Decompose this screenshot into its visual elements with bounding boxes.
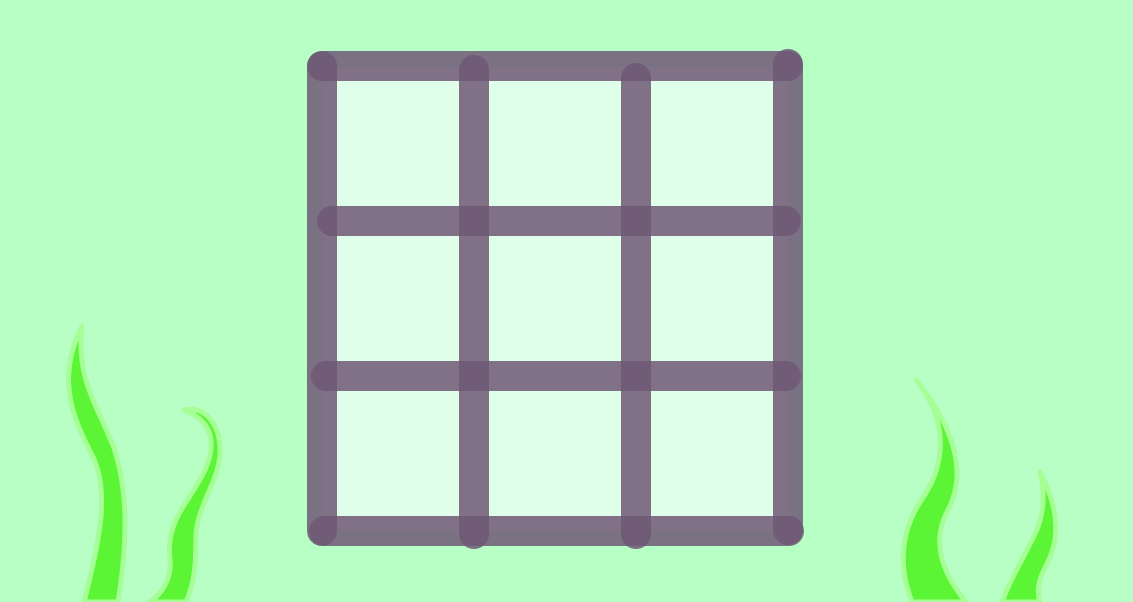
seaweed-left-tall	[66, 323, 128, 602]
board-cell-6[interactable]	[635, 220, 788, 376]
board-grid	[307, 49, 804, 549]
seaweed-right-short	[999, 469, 1059, 602]
board-cell-1[interactable]	[322, 67, 472, 220]
board-cell-2[interactable]	[472, 67, 635, 220]
tic-tac-toe-board	[322, 67, 788, 531]
board-background	[322, 67, 788, 531]
seaweed-right-tall	[900, 377, 969, 602]
board-cell-5[interactable]	[472, 220, 635, 376]
seaweed-left-short	[147, 406, 223, 602]
board-cell-3[interactable]	[635, 67, 788, 220]
board-cell-8[interactable]	[472, 376, 635, 531]
board-cell-7[interactable]	[322, 376, 472, 531]
board-cell-9[interactable]	[635, 376, 788, 531]
board-cell-4[interactable]	[322, 220, 472, 376]
